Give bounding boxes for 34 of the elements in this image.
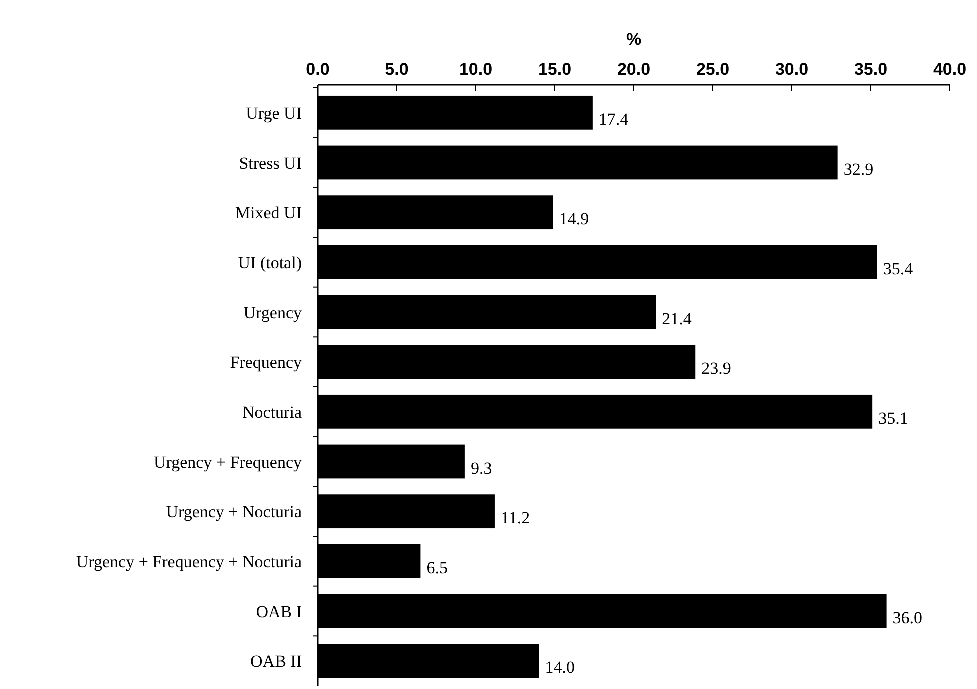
x-axis-title: % [626,30,642,49]
data-label: 35.1 [878,408,908,428]
data-label: 21.4 [662,309,692,328]
data-label: 6.5 [426,558,448,578]
y-tick-label: Stress UI [239,154,302,173]
y-tick-label: Urge UI [246,104,302,123]
x-tick-label: 15.0 [538,60,572,79]
data-label: 35.4 [883,259,914,278]
y-tick-label: OAB II [250,652,302,672]
x-tick-label: 35.0 [854,60,888,79]
x-tick-label: 20.0 [617,60,651,79]
x-tick-label: 5.0 [385,60,409,79]
y-tick-label: Nocturia [242,402,302,422]
data-label: 32.9 [844,160,874,179]
data-label: 9.3 [470,458,492,478]
y-tick-label: Frequency [230,353,302,372]
y-tick-label: OAB I [256,602,302,622]
y-tick-label: Urgency + Nocturia [166,502,302,522]
x-tick-label: 30.0 [775,60,809,79]
y-tick-label: Urgency [244,303,302,322]
data-label: 36.0 [892,608,923,628]
x-tick-label: 10.0 [459,60,493,79]
y-tick-label: Mixed UI [235,204,302,223]
x-tick-label: 25.0 [696,60,730,79]
y-tick-label: Urgency + Frequency [154,452,302,472]
data-label: 11.2 [500,508,530,528]
y-tick-label: UI (total) [238,253,302,272]
data-label: 23.9 [702,359,732,378]
data-label: 14.9 [559,210,590,229]
y-tick-label: Urgency + Frequency + Nocturia [76,552,302,572]
data-label: 14.0 [545,658,575,678]
data-label: 17.4 [598,110,630,129]
x-tick-label: 40.0 [933,60,967,79]
x-tick-label: 0.0 [306,60,330,79]
